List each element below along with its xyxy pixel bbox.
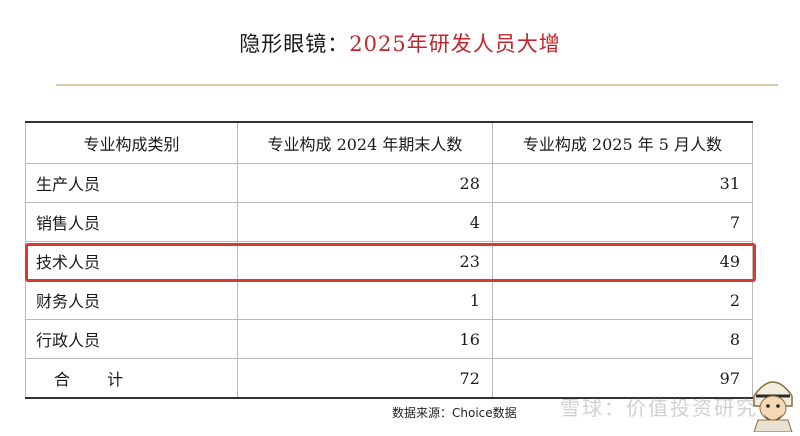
row-category: 行政人员 [25,319,238,359]
data-source: 数据来源：Choice数据 [392,406,517,420]
table-row: 生产人员 28 31 [25,163,754,203]
table-header-row: 专业构成类别 专业构成 2024 年期末人数 专业构成 2025 年 5 月人数 [25,121,754,164]
table-total-row: 合 计 72 97 [25,358,754,399]
row-category: 技术人员 [25,241,238,281]
row-value-2024: 16 [237,319,493,359]
table-row-highlighted: 技术人员 23 49 [25,241,754,281]
watermark: 雪球：价值投资研究 [560,396,758,420]
staff-composition-table: 专业构成类别 专业构成 2024 年期末人数 专业构成 2025 年 5 月人数… [25,121,754,399]
row-value-2024: 23 [237,241,493,281]
row-category: 销售人员 [25,202,238,242]
table-row: 财务人员 1 2 [25,280,754,320]
page-title: 隐形眼镜：2025年研发人员大增 [0,28,800,58]
title-highlight: 2025年研发人员大增 [349,32,561,56]
row-value-2025: 7 [491,202,754,242]
row-value-2025: 49 [491,241,754,281]
row-value-2025: 8 [491,319,754,359]
row-value-2025: 2 [491,280,754,320]
row-value-2024: 1 [237,280,493,320]
header-category: 专业构成类别 [25,121,238,164]
title-divider [56,84,778,86]
row-category: 财务人员 [25,280,238,320]
row-value-2025: 31 [491,163,754,203]
total-2024: 72 [237,358,493,399]
row-category: 生产人员 [25,163,238,203]
row-value-2024: 28 [237,163,493,203]
header-2025: 专业构成 2025 年 5 月人数 [491,121,754,164]
total-2025: 97 [491,358,754,399]
row-value-2024: 4 [237,202,493,242]
table-row: 行政人员 16 8 [25,319,754,359]
header-2024: 专业构成 2024 年期末人数 [237,121,493,164]
total-label: 合 计 [25,358,238,399]
title-prefix: 隐形眼镜： [239,32,350,56]
cartoon-avatar-icon [753,381,793,432]
table-row: 销售人员 4 7 [25,202,754,242]
